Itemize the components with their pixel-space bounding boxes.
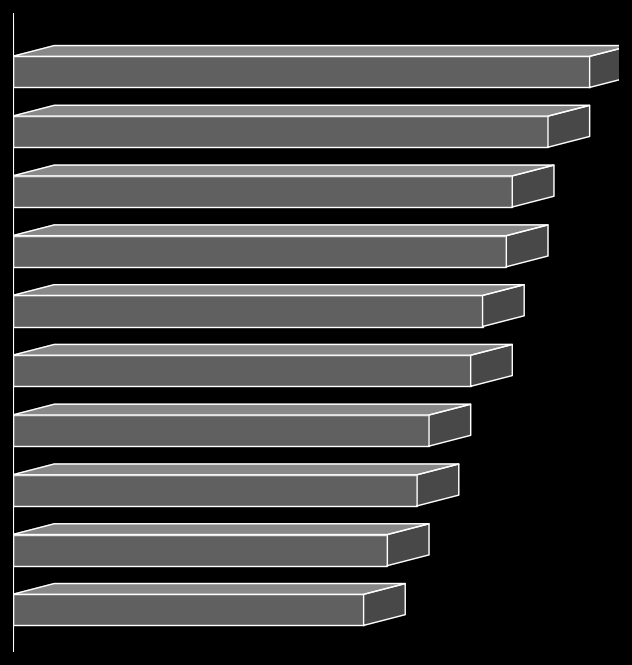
Bar xyxy=(13,116,548,147)
Polygon shape xyxy=(13,225,548,235)
Bar xyxy=(13,355,471,386)
Polygon shape xyxy=(13,344,513,355)
Bar xyxy=(13,535,387,566)
Polygon shape xyxy=(483,285,524,327)
Polygon shape xyxy=(387,524,429,566)
Polygon shape xyxy=(506,225,548,267)
Bar xyxy=(13,295,483,327)
Polygon shape xyxy=(13,46,631,57)
Polygon shape xyxy=(471,344,513,386)
Polygon shape xyxy=(429,404,471,446)
Bar xyxy=(13,235,506,267)
Bar xyxy=(13,176,513,207)
Polygon shape xyxy=(548,105,590,147)
Polygon shape xyxy=(13,285,524,295)
Polygon shape xyxy=(13,464,459,475)
Polygon shape xyxy=(513,165,554,207)
Polygon shape xyxy=(13,404,471,415)
Polygon shape xyxy=(13,165,554,176)
Polygon shape xyxy=(13,524,429,535)
Polygon shape xyxy=(590,46,631,87)
Bar xyxy=(13,415,429,446)
Bar xyxy=(13,595,363,625)
Bar xyxy=(13,57,590,87)
Polygon shape xyxy=(417,464,459,506)
Polygon shape xyxy=(13,584,405,595)
Polygon shape xyxy=(13,105,590,116)
Polygon shape xyxy=(363,584,405,625)
Bar xyxy=(13,475,417,506)
